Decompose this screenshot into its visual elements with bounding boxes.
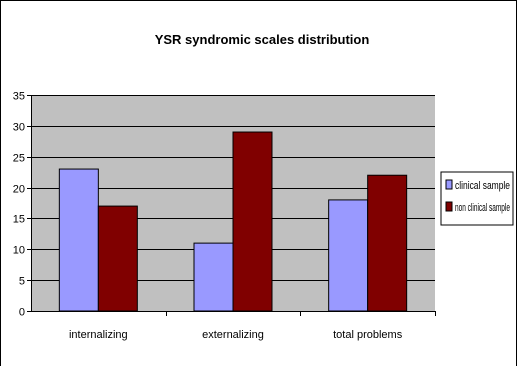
chart-title: YSR syndromic scales distribution (155, 32, 370, 47)
y-tick-label: 25 (13, 153, 25, 165)
y-tick-label: 5 (19, 276, 25, 288)
x-tick-label: total problems (333, 329, 403, 341)
y-tick-label: 10 (13, 245, 25, 257)
bar-non-clinical-sample-externalizing (232, 131, 273, 312)
legend-label: non clinical sample (455, 202, 510, 214)
x-tick-label: externalizing (202, 329, 264, 341)
bar-clinical-sample-internalizing (58, 168, 99, 312)
legend-swatch (445, 201, 453, 212)
y-tick-label: 15 (13, 214, 25, 226)
axes: 0 5 10 15 20 25 30 35 internalizing externalizing… (13, 91, 436, 341)
y-tick-label: 35 (13, 91, 25, 103)
bar-clinical-sample-externalizing (193, 242, 234, 312)
legend-label: clinical sample (455, 180, 510, 192)
y-tick-label: 20 (13, 184, 25, 196)
y-tick-label: 0 (19, 307, 25, 319)
legend: clinical sample non clinical sample (440, 171, 514, 226)
bar-non-clinical-sample-total-problems (367, 174, 408, 312)
bar-non-clinical-sample-internalizing (97, 205, 138, 312)
x-tick-label: internalizing (69, 329, 128, 341)
bar-clinical-sample-total-problems (328, 199, 369, 312)
legend-box (440, 171, 514, 226)
y-tick-label: 30 (13, 122, 25, 134)
bars (58, 131, 408, 312)
legend-swatch (445, 179, 453, 190)
